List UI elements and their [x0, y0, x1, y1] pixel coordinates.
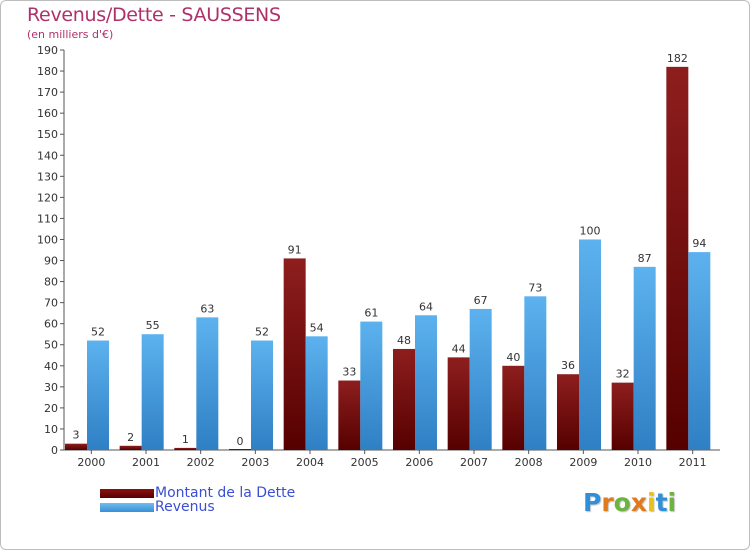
- bar-value-label: 87: [638, 252, 652, 265]
- y-tick-label: 160: [37, 107, 58, 120]
- y-tick-label: 140: [37, 149, 58, 162]
- y-tick-label: 130: [37, 170, 58, 183]
- bar-debt: [338, 380, 361, 450]
- x-tick-label: 2011: [679, 456, 707, 469]
- y-tick-label: 10: [44, 423, 58, 436]
- legend-label-debt: Montant de la Dette: [155, 485, 296, 501]
- legend-label-revenus: Revenus: [155, 499, 215, 515]
- bar-revenus: [579, 239, 601, 450]
- bar-debt: [174, 447, 197, 450]
- bar-revenus: [87, 340, 109, 450]
- y-tick-label: 70: [44, 297, 58, 310]
- y-tick-label: 30: [44, 381, 58, 394]
- bar-debt: [229, 449, 251, 450]
- bar-debt: [447, 357, 470, 450]
- y-tick-label: 50: [44, 339, 58, 352]
- bar-revenus: [688, 252, 711, 450]
- bar-debt: [557, 374, 579, 450]
- bar-revenus: [141, 334, 164, 450]
- bar-value-label: 61: [364, 307, 378, 320]
- bar-debt: [119, 445, 142, 450]
- bar-value-label: 1: [182, 433, 189, 446]
- y-tick-label: 0: [51, 444, 58, 457]
- x-tick-label: 2003: [241, 456, 269, 469]
- x-tick-label: 2008: [515, 456, 543, 469]
- bar-value-label: 63: [200, 302, 214, 315]
- bar-revenus: [633, 266, 656, 450]
- y-tick-label: 120: [37, 191, 58, 204]
- bar-revenus: [196, 317, 219, 450]
- bar-value-label: 64: [419, 300, 433, 313]
- bar-value-label: 32: [616, 368, 630, 381]
- bar-debt: [611, 382, 634, 450]
- x-tick-label: 2004: [296, 456, 324, 469]
- bar-value-label: 33: [342, 366, 356, 379]
- bar-revenus: [524, 296, 547, 450]
- bar-value-label: 36: [561, 359, 575, 372]
- x-tick-label: 2005: [351, 456, 379, 469]
- y-tick-label: 110: [37, 212, 58, 225]
- bar-value-label: 94: [692, 237, 706, 250]
- chart-title: Revenus/Dette - SAUSSENS: [27, 4, 281, 26]
- x-tick-label: 2002: [187, 456, 215, 469]
- bar-value-label: 91: [288, 243, 302, 256]
- bar-debt: [283, 258, 306, 450]
- bar-value-label: 52: [255, 326, 269, 339]
- bar-debt: [393, 348, 415, 450]
- bar-value-label: 3: [73, 429, 80, 442]
- y-tick-label: 100: [37, 233, 58, 246]
- y-tick-label: 190: [37, 44, 58, 57]
- x-tick-label: 2010: [624, 456, 652, 469]
- bar-value-label: 52: [91, 326, 105, 339]
- x-tick-label: 2007: [460, 456, 488, 469]
- y-tick-label: 40: [44, 360, 58, 373]
- bar-value-label: 2: [127, 431, 134, 444]
- y-tick-label: 180: [37, 65, 58, 78]
- x-tick-label: 2006: [405, 456, 433, 469]
- bar-value-label: 55: [146, 319, 160, 332]
- bar-revenus: [469, 308, 492, 450]
- legend-swatch-debt: [100, 489, 154, 498]
- bar-revenus: [251, 340, 273, 450]
- bar-debt: [666, 66, 689, 450]
- legend-swatch-revenus: [100, 503, 154, 512]
- proxiti-logo: Proxiti: [583, 488, 677, 517]
- bar-value-label: 182: [667, 52, 688, 65]
- bar-value-label: 100: [580, 224, 601, 237]
- y-tick-label: 20: [44, 402, 58, 415]
- bar-revenus: [360, 321, 383, 450]
- x-tick-label: 2009: [569, 456, 597, 469]
- x-tick-label: 2001: [132, 456, 160, 469]
- bar-value-label: 44: [452, 342, 466, 355]
- y-tick-label: 80: [44, 276, 58, 289]
- bar-value-label: 0: [237, 435, 244, 448]
- chart-subtitle: (en milliers d'€): [27, 28, 114, 41]
- bar-value-label: 54: [310, 321, 324, 334]
- bar-value-label: 48: [397, 334, 411, 347]
- bar-debt: [65, 443, 87, 450]
- bar-debt: [502, 365, 525, 450]
- bar-revenus: [415, 315, 437, 450]
- y-tick-label: 170: [37, 86, 58, 99]
- y-tick-label: 150: [37, 128, 58, 141]
- bar-revenus: [305, 336, 328, 450]
- x-tick-label: 2000: [77, 456, 105, 469]
- y-tick-label: 90: [44, 255, 58, 268]
- bar-value-label: 67: [474, 294, 488, 307]
- bar-value-label: 73: [528, 281, 542, 294]
- bar-value-label: 40: [506, 351, 520, 364]
- y-tick-label: 60: [44, 318, 58, 331]
